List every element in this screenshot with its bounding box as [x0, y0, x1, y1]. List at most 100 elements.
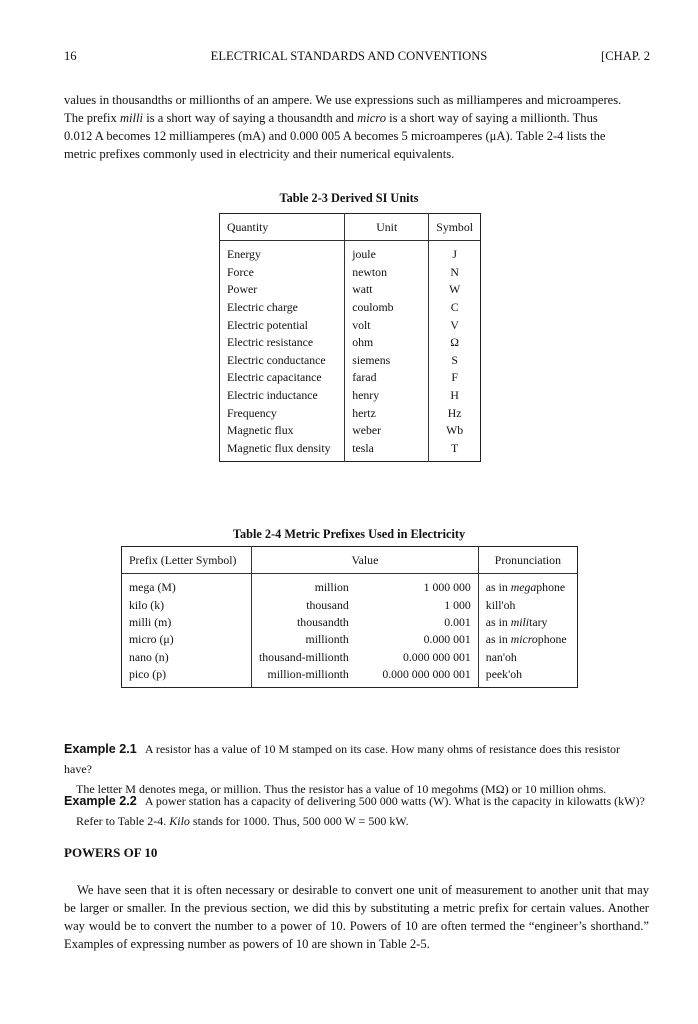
symbol-cell: N [450, 264, 459, 279]
value-number-cell: 0.000 001 [355, 631, 479, 649]
unit-cell: coulomb [344, 298, 430, 317]
example-question: A power station has a capacity of delive… [144, 794, 645, 808]
prefix-cell: mega (M) [121, 573, 252, 597]
table-row: milli (m) thousandth 0.001 as in military [121, 613, 578, 632]
table-row: nano (n) thousand-millionth 0.000 000 001 n… [121, 648, 578, 666]
derived-si-units-table: Quantity Unit Symbol Energy joule J Force ne… [219, 213, 481, 463]
pronunciation-cell: as in microphone [478, 631, 577, 648]
running-title: ELECTRICAL STANDARDS AND CONVENTIONS [210, 49, 488, 63]
text: is a short way of saying a thousandth an… [143, 111, 358, 125]
column-header: Pronunciation [478, 546, 578, 574]
example-2-2: Example 2.2 A power station has a capacit… [64, 791, 649, 831]
quantity-cell: Magnetic flux density [219, 439, 346, 462]
unit-cell: siemens [344, 351, 430, 370]
table-2-4-caption: Table 2-4 Metric Prefixes Used in Electr… [232, 527, 466, 541]
prefix-cell: milli (m) [121, 613, 252, 632]
value-number-cell: 0.001 [355, 613, 479, 632]
table-row: kilo (k) thousand 1 000 kill'oh [121, 596, 578, 614]
table-row: pico (p) million-millionth 0.000 000 000 0… [121, 665, 578, 688]
prefix-cell: pico (p) [121, 665, 252, 688]
unit-cell: henry [344, 386, 430, 405]
example-label: Example 2.1 [64, 742, 137, 756]
unit-cell: tesla [344, 439, 430, 462]
table-row: Electric inductance henry H [219, 386, 481, 405]
quantity-cell: Electric resistance [219, 333, 346, 352]
prefix-cell: nano (n) [121, 648, 252, 666]
value-number-cell: 0.000 000 000 001 [355, 665, 479, 688]
table-header-row: Prefix (Letter Symbol) Value Pronunciati… [121, 546, 578, 574]
emphasis: micro [357, 111, 387, 125]
emphasis: mili [510, 614, 530, 629]
example-answer: Refer to Table 2-4. Kilo stands for 1000… [64, 811, 649, 831]
quantity-cell: Electric potential [219, 316, 346, 334]
pronunciation-cell: as in megaphone [478, 574, 577, 597]
table-row: Power watt W [219, 281, 481, 299]
table-2-3-caption: Table 2-3 Derived SI Units [279, 191, 419, 205]
symbol-cell: C [450, 300, 459, 315]
quantity-cell: Energy [219, 240, 346, 264]
symbol-cell: J [452, 247, 457, 262]
prefix-cell: kilo (k) [121, 596, 252, 614]
pronunciation-cell: nan'oh [478, 649, 577, 666]
text: phone [537, 632, 567, 647]
symbol-cell: W [449, 282, 461, 297]
symbol-cell: Ω [450, 335, 460, 350]
emphasis: Kilo [169, 814, 190, 828]
table-row: Electric resistance ohm Ω [219, 333, 481, 352]
table-row: Frequency hertz Hz [219, 404, 481, 422]
table-row: Energy joule J [219, 240, 481, 264]
table-header-row: Quantity Unit Symbol [219, 213, 481, 241]
symbol-cell: V [450, 317, 459, 332]
symbol-cell: Hz [447, 405, 462, 420]
metric-prefixes-table: Prefix (Letter Symbol) Value Pronunciati… [121, 546, 578, 689]
quantity-cell: Electric charge [219, 298, 346, 317]
paragraph-text: We have seen that it is often necessary … [64, 883, 649, 951]
pronunciation-cell: peek'oh [478, 666, 577, 688]
value-word-cell: million [314, 580, 349, 595]
table-row: Electric conductance siemens S [219, 351, 481, 370]
table-row: micro (μ) millionth 0.000 001 as in microph… [121, 631, 578, 649]
value-word-cell: millionth [305, 632, 349, 647]
column-header: Unit [344, 213, 430, 241]
quantity-cell: Force [219, 263, 346, 282]
text: as in [485, 632, 511, 647]
text: The letter M denotes mega, or million. T… [76, 782, 607, 796]
emphasis: micro [510, 632, 538, 647]
pronunciation-cell: kill'oh [478, 596, 577, 613]
unit-cell: watt [344, 281, 430, 299]
text: phone [536, 580, 566, 595]
intro-line: metric prefixes commonly used in electri… [64, 147, 455, 161]
page-number: 16 [64, 49, 77, 63]
text: Refer to Table 2-4. [76, 814, 170, 828]
quantity-cell: Electric conductance [219, 351, 346, 370]
quantity-cell: Magnetic flux [219, 421, 346, 440]
value-number-cell: 1 000 000 [355, 573, 479, 597]
value-word-cell: thousand [306, 597, 349, 612]
text: The prefix [64, 111, 120, 125]
text: peek'oh [485, 667, 522, 682]
text: nan'oh [485, 649, 517, 664]
value-number-cell: 0.000 000 001 [355, 648, 479, 666]
intro-line: 0.012 A becomes 12 milliamperes (mA) and… [64, 129, 606, 143]
symbol-cell: Wb [446, 423, 464, 438]
example-question: A resistor has a value of 10 M stamped o… [64, 742, 621, 776]
column-header: Prefix (Letter Symbol) [121, 546, 252, 574]
unit-cell: joule [344, 240, 430, 264]
symbol-cell: S [451, 352, 458, 367]
symbol-cell: H [450, 388, 459, 403]
unit-cell: ohm [344, 333, 430, 352]
text: kill'oh [485, 597, 516, 612]
unit-cell: newton [344, 263, 430, 282]
value-word-cell: thousand-millionth [259, 649, 349, 664]
text: is a short way of saying a millionth. Th… [386, 111, 598, 125]
unit-cell: volt [344, 316, 430, 334]
text: as in [485, 614, 511, 629]
table-row: Electric charge coulomb C [219, 298, 481, 317]
chapter-label: [CHAP. 2 [601, 49, 650, 63]
unit-cell: hertz [344, 404, 430, 422]
text: as in [485, 580, 511, 595]
emphasis: mega [510, 580, 537, 595]
table-row: Force newton N [219, 263, 481, 282]
column-header: Symbol [428, 213, 481, 241]
